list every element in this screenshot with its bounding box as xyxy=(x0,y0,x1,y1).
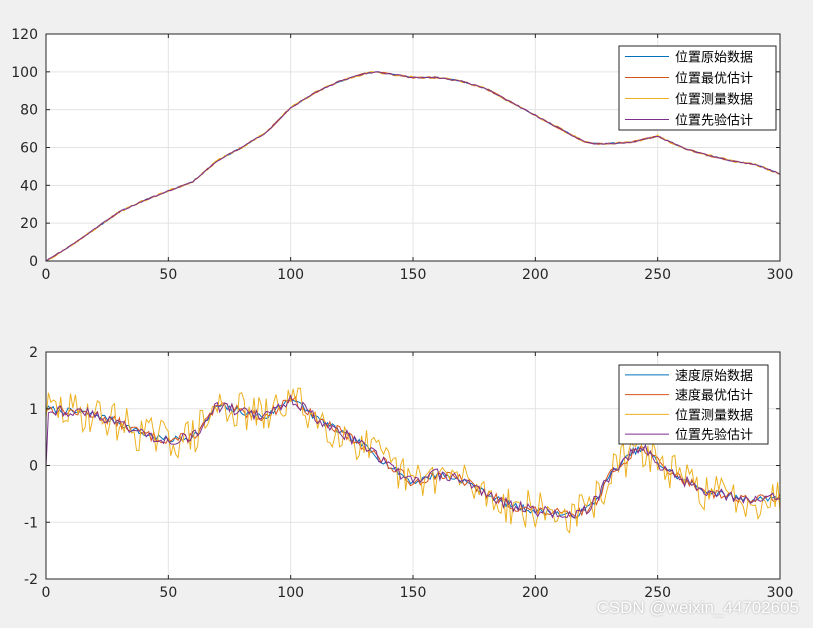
y-tick-label: 80 xyxy=(20,103,38,119)
legend-label-2: 位置最优估计 xyxy=(675,72,753,87)
x-tick-label: 0 xyxy=(42,585,51,601)
x-tick-label: 50 xyxy=(159,585,177,601)
x-tick-label: 300 xyxy=(767,585,794,601)
x-tick-label: 100 xyxy=(277,585,304,601)
y-tick-label: 60 xyxy=(20,141,38,157)
x-tick-label: 200 xyxy=(522,267,549,283)
x-tick-label: 250 xyxy=(644,585,671,601)
y-tick-label: 0 xyxy=(29,254,38,270)
x-tick-label: 150 xyxy=(400,585,427,601)
y-tick-label: 1 xyxy=(29,402,38,418)
x-tick-label: 200 xyxy=(522,585,549,601)
chart-1: 0 50 100 150 200 250 300 0 20 40 60 80 100 120 位置原始数据位… xyxy=(11,27,793,283)
legend-label-1: 位置原始数据 xyxy=(675,51,753,66)
x-tick-label: 100 xyxy=(277,267,304,283)
y-tick-label: 0 xyxy=(29,459,38,475)
legend-label-1: 速度原始数据 xyxy=(675,368,753,384)
legend-label-4: 位置先验估计 xyxy=(675,113,753,129)
series-line-3 xyxy=(46,387,780,534)
x-tick-label: 250 xyxy=(644,267,671,283)
x-tick-label: 0 xyxy=(42,267,51,283)
legend-label-2: 速度最优估计 xyxy=(675,388,753,404)
x-tick-label: 300 xyxy=(767,267,794,283)
legend-box xyxy=(618,45,777,131)
y-tick-label: -2 xyxy=(24,572,38,588)
series-line-3 xyxy=(46,70,780,261)
y-tick-label: 100 xyxy=(11,65,38,81)
legend-label-3: 位置测量数据 xyxy=(675,93,753,108)
y-tick-label: -1 xyxy=(24,515,38,531)
y-tick-label: 20 xyxy=(20,216,38,232)
series-line-2 xyxy=(46,396,780,519)
x-tick-label: 50 xyxy=(159,267,177,283)
legend-box xyxy=(618,364,769,445)
series-line-4 xyxy=(46,71,780,261)
legend-label-3: 位置测量数据 xyxy=(675,408,753,423)
y-tick-label: 2 xyxy=(29,345,38,361)
x-tick-label: 150 xyxy=(400,267,427,283)
series-line-4 xyxy=(46,394,780,519)
legend-label-4: 位置先验估计 xyxy=(675,427,753,443)
y-tick-label: 40 xyxy=(20,178,38,194)
chart-2: 0 50 100 150 200 250 300 -2 -1 0 1 2 速度原始数据速度最优估计位置测… xyxy=(24,345,793,601)
y-tick-label: 120 xyxy=(11,27,38,43)
watermark: CSDN @weixin_44702605 xyxy=(596,598,799,617)
